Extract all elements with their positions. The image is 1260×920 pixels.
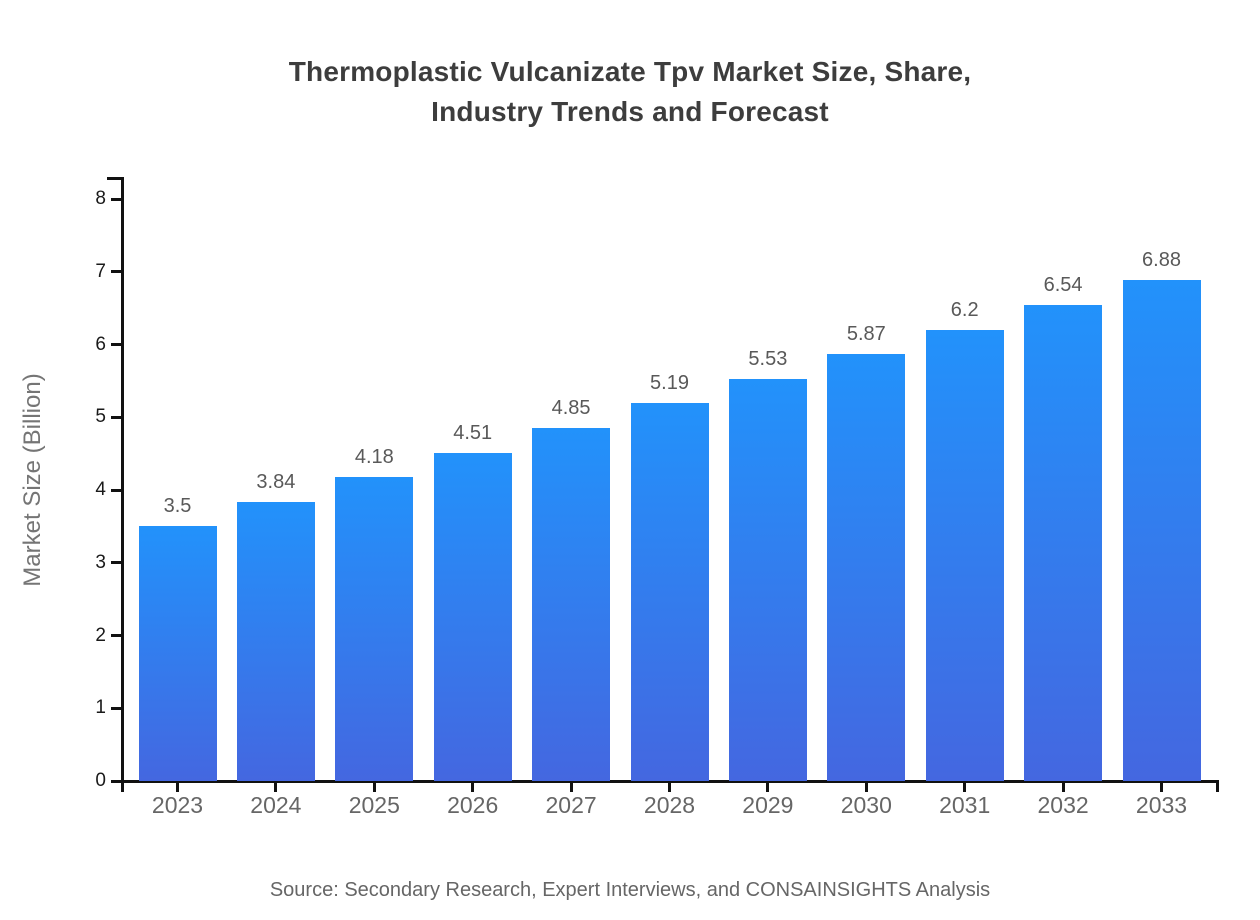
y-axis-line <box>121 177 124 783</box>
y-tick <box>111 779 121 783</box>
x-tick-label-2033: 2033 <box>1135 792 1188 818</box>
y-tick-label: 1 <box>95 697 106 719</box>
y-tick-label: 6 <box>95 333 106 355</box>
value-label-2031: 6.2 <box>950 298 979 321</box>
x-tick-label-2031: 2031 <box>939 792 991 818</box>
bar-2027 <box>532 428 611 781</box>
bar-2023 <box>138 526 217 781</box>
x-tick <box>668 783 671 792</box>
x-tick <box>274 783 278 792</box>
value-label-2033: 6.88 <box>1142 249 1181 272</box>
bar-2031 <box>925 329 1004 781</box>
y-tick-label: 5 <box>95 406 106 428</box>
x-tick-label-2023: 2023 <box>151 792 204 818</box>
value-label-2029: 5.53 <box>748 347 788 370</box>
y-tick <box>111 561 121 565</box>
y-tick-label: 4 <box>95 479 106 500</box>
y-tick <box>111 343 121 346</box>
x-axis-right-cap <box>1216 780 1219 792</box>
bar-2025 <box>335 476 414 781</box>
y-tick <box>111 488 121 492</box>
chart-title-line-2: Industry Trends and Forecast <box>431 96 829 127</box>
value-label-2028: 5.19 <box>650 372 689 395</box>
y-axis-top-cap <box>107 177 121 180</box>
bar-2026 <box>433 452 512 781</box>
x-tick <box>766 783 770 792</box>
x-axis-line <box>121 780 1218 783</box>
value-label-2024: 3.84 <box>256 470 296 493</box>
bar-2028 <box>630 403 709 781</box>
x-tick-label-2030: 2030 <box>840 792 892 818</box>
y-tick <box>111 706 121 710</box>
y-tick-label: 0 <box>95 770 106 791</box>
y-tick-label: 3 <box>95 551 106 573</box>
x-tick-label-2028: 2028 <box>643 792 696 818</box>
x-tick <box>963 783 967 792</box>
bar-2032 <box>1024 305 1103 781</box>
x-tick-label-2029: 2029 <box>742 792 794 818</box>
y-tick-label: 7 <box>95 260 106 282</box>
value-label-2026: 4.51 <box>453 421 493 444</box>
chart-title: Thermoplastic Vulcanizate Tpv Market Siz… <box>0 52 1260 132</box>
y-tick-label: 2 <box>95 624 106 646</box>
x-tick <box>864 783 868 792</box>
x-tick-label-2025: 2025 <box>348 792 400 818</box>
x-tick <box>1061 783 1065 792</box>
value-label-2027: 4.85 <box>551 397 591 420</box>
value-label-2030: 5.87 <box>846 322 886 345</box>
value-label-2023: 3.5 <box>163 495 192 518</box>
x-tick-label-2026: 2026 <box>447 792 499 818</box>
x-tick <box>372 783 376 792</box>
x-tick-label-2032: 2032 <box>1037 792 1089 818</box>
y-tick <box>111 634 121 637</box>
chart-title-line-1: Thermoplastic Vulcanizate Tpv Market Siz… <box>288 56 972 87</box>
bar-2024 <box>236 501 315 781</box>
y-axis-title: Market Size (Billion) <box>19 373 46 587</box>
source-note: Source: Secondary Research, Expert Inter… <box>269 879 991 901</box>
y-tick <box>111 270 121 274</box>
x-tick <box>471 783 475 792</box>
y-tick <box>111 415 121 419</box>
x-tick <box>120 783 124 792</box>
x-tick <box>176 783 179 792</box>
bar-2029 <box>728 378 807 781</box>
x-tick <box>569 783 573 792</box>
value-label-2025: 4.18 <box>354 445 394 468</box>
y-tick-label: 8 <box>95 188 106 209</box>
x-tick-label-2024: 2024 <box>250 792 302 818</box>
bar-2033 <box>1122 280 1201 781</box>
x-tick <box>1160 783 1163 792</box>
value-label-2032: 6.54 <box>1043 274 1083 297</box>
y-tick <box>111 197 121 201</box>
x-tick-label-2027: 2027 <box>545 792 597 818</box>
bar-2030 <box>827 353 906 781</box>
